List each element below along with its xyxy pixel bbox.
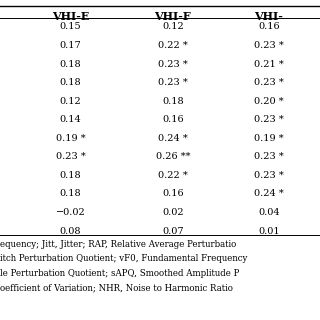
Text: 0.16: 0.16 (162, 189, 184, 198)
Text: 0.12: 0.12 (60, 97, 81, 106)
Text: 0.23 *: 0.23 * (254, 115, 284, 124)
Text: 0.23 *: 0.23 * (158, 78, 188, 87)
Text: 0.18: 0.18 (60, 189, 81, 198)
Text: VHI-: VHI- (254, 11, 283, 22)
Text: 0.22 *: 0.22 * (158, 171, 188, 180)
Text: 0.23 *: 0.23 * (254, 78, 284, 87)
Text: VHI-F: VHI-F (155, 11, 191, 22)
Text: 0.16: 0.16 (162, 115, 184, 124)
Text: 0.24 *: 0.24 * (158, 134, 188, 143)
Text: 0.21 *: 0.21 * (254, 60, 284, 68)
Text: 0.01: 0.01 (258, 227, 280, 236)
Text: 0.18: 0.18 (60, 171, 81, 180)
Text: itch Perturbation Quotient; vF0, Fundamental Frequency: itch Perturbation Quotient; vF0, Fundame… (0, 254, 247, 263)
Text: 0.20 *: 0.20 * (254, 97, 284, 106)
Text: 0.18: 0.18 (60, 78, 81, 87)
Text: 0.23 *: 0.23 * (158, 60, 188, 68)
Text: 0.07: 0.07 (162, 227, 184, 236)
Text: −0.02: −0.02 (56, 208, 85, 217)
Text: 0.12: 0.12 (162, 22, 184, 31)
Text: 0.22 *: 0.22 * (158, 41, 188, 50)
Text: 0.18: 0.18 (162, 97, 184, 106)
Text: 0.23 *: 0.23 * (254, 171, 284, 180)
Text: 0.14: 0.14 (60, 115, 81, 124)
Text: 0.04: 0.04 (258, 208, 280, 217)
Text: 0.19 *: 0.19 * (254, 134, 284, 143)
Text: 0.16: 0.16 (258, 22, 280, 31)
Text: oefficient of Variation; NHR, Noise to Harmonic Ratio: oefficient of Variation; NHR, Noise to H… (0, 283, 233, 292)
Text: 0.23 *: 0.23 * (254, 152, 284, 161)
Text: equency; Jitt, Jitter; RAP, Relative Average Perturbatio: equency; Jitt, Jitter; RAP, Relative Ave… (0, 240, 236, 249)
Text: le Perturbation Quotient; sAPQ, Smoothed Amplitude P: le Perturbation Quotient; sAPQ, Smoothed… (0, 269, 239, 278)
Text: 0.15: 0.15 (60, 22, 81, 31)
Text: 0.08: 0.08 (60, 227, 81, 236)
Text: 0.23 *: 0.23 * (56, 152, 85, 161)
Text: 0.17: 0.17 (60, 41, 81, 50)
Text: VHI-E: VHI-E (52, 11, 89, 22)
Text: 0.24 *: 0.24 * (254, 189, 284, 198)
Text: 0.26 **: 0.26 ** (156, 152, 190, 161)
Text: 0.23 *: 0.23 * (254, 41, 284, 50)
Text: 0.18: 0.18 (60, 60, 81, 68)
Text: 0.02: 0.02 (162, 208, 184, 217)
Text: 0.19 *: 0.19 * (56, 134, 85, 143)
